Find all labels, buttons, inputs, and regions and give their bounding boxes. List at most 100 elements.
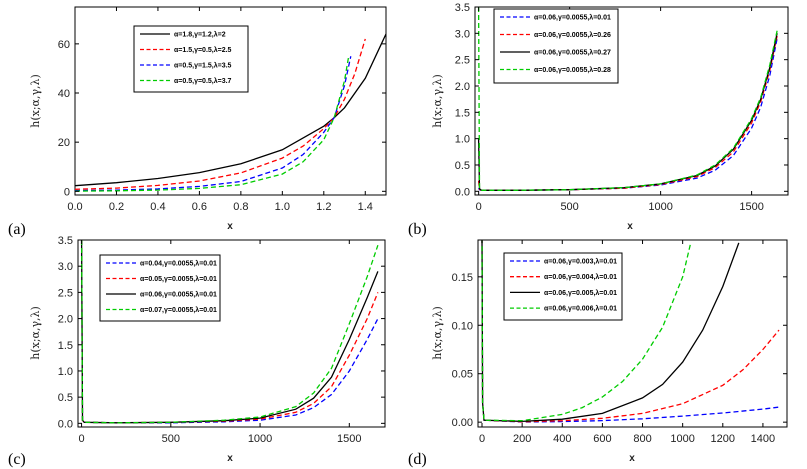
- legend-label-a-2: α=1.5,γ=0.5,λ=2.5: [174, 46, 232, 54]
- series-line-b-4: [477, 7, 778, 191]
- x-tick-label-a: 1.0: [275, 201, 290, 213]
- panel-label-c: (c): [8, 451, 26, 468]
- y-tick-label-b: 1.0: [455, 134, 470, 146]
- y-tick-label-a: 60: [58, 39, 70, 51]
- y-tick-label-b: 1.5: [455, 107, 470, 119]
- series-line-c-2: [80, 240, 379, 424]
- y-tick-label-b: 3.0: [455, 28, 470, 40]
- panel-c: 0 500 1000 1500 0.0 0.5 1.0 1.5 2.0 2.5 3.0 3.5 h(x…: [8, 235, 386, 468]
- series-line-a-2: [75, 38, 366, 190]
- y-tick-label-d: 0.05: [452, 369, 473, 381]
- y-tick-label-b: 2.5: [455, 55, 470, 67]
- x-tick-label-a: 0.2: [109, 201, 124, 213]
- legend-label-c-4: α=0.07,γ=0.0055,λ=0.01: [140, 306, 217, 314]
- y-tick-label-d: 0.10: [452, 320, 473, 332]
- legend-label-a-3: α=0.5,γ=1.5,λ=3.5: [174, 62, 232, 70]
- legend-label-d-1: α=0.06,γ=0.003,λ=0.01: [544, 258, 617, 266]
- series-line-c-1: [80, 240, 379, 424]
- x-tick-label-c: 500: [162, 433, 180, 445]
- ticks-a: 0.0 0.2 0.4 0.6 0.8 1.0 1.2 1.4 0 20 40 60: [58, 7, 386, 213]
- ylabel-d: h(x;α,γ,λ): [431, 306, 444, 360]
- curves-c: [80, 240, 379, 424]
- panel-label-b: (b): [408, 221, 427, 238]
- x-tick-label-b: 1500: [739, 201, 763, 213]
- panel-b: 0 500 1000 1500 0.0 0.5 1.0 1.5 2.0 2.5 3.0 3.5 h(x…: [408, 2, 789, 238]
- y-tick-label-b: 0.5: [455, 160, 470, 172]
- x-tick-label-a: 1.4: [358, 201, 373, 213]
- legend-label-b-1: α=0.06,γ=0.0055,λ=0.01: [534, 14, 611, 22]
- x-tick-label-d: 400: [553, 433, 571, 445]
- legend-label-d-3: α=0.06,γ=0.005,λ=0.01: [544, 289, 617, 297]
- series-line-a-1: [75, 33, 386, 187]
- y-tick-label-a: 40: [58, 88, 70, 100]
- legend-label-b-3: α=0.06,γ=0.0055,λ=0.27: [534, 49, 611, 57]
- legend-label-d-4: α=0.06,γ=0.006,λ=0.01: [544, 305, 617, 313]
- y-tick-label-a: 20: [58, 137, 70, 149]
- xlabel-b: x: [627, 221, 633, 232]
- ylabel-a: h(x;α,γ,λ): [29, 74, 42, 128]
- legend-label-a-1: α=1.8,γ=1.2,λ=2: [174, 31, 226, 39]
- legend-box-d: [503, 252, 623, 321]
- legend-label-c-2: α=0.05,γ=0.0055,λ=0.01: [140, 275, 217, 283]
- legend-a: α=1.8,γ=1.2,λ=2 α=1.5,γ=0.5,λ=2.5 α=0.5,γ=…: [133, 25, 249, 93]
- ticks-c: 0 500 1000 1500 0.0 0.5 1.0 1.5 2.0 2.5 3.0 3.5: [58, 235, 385, 445]
- series-line-a-4: [75, 56, 350, 192]
- x-tick-label-c: 1500: [337, 433, 361, 445]
- ylabel-c: h(x;α,γ,λ): [29, 306, 42, 360]
- x-tick-label-a: 0.4: [150, 201, 165, 213]
- y-tick-label-c: 0.0: [58, 418, 73, 430]
- legend-label-d-2: α=0.06,γ=0.004,λ=0.01: [544, 273, 617, 281]
- legend-c: α=0.04,γ=0.0055,λ=0.01 α=0.05,γ=0.0055,λ=…: [99, 254, 221, 322]
- y-tick-label-c: 2.5: [58, 287, 73, 299]
- x-tick-label-d: 1400: [751, 433, 775, 445]
- x-tick-label-b: 1000: [648, 201, 672, 213]
- series-line-c-4: [80, 240, 379, 424]
- y-tick-label-c: 2.0: [58, 314, 73, 326]
- xlabel-a: x: [227, 221, 233, 232]
- x-tick-label-d: 1000: [670, 433, 694, 445]
- y-tick-label-d: 0.15: [452, 272, 473, 284]
- legend-label-b-4: α=0.06,γ=0.0055,λ=0.28: [534, 66, 611, 74]
- legend-label-a-4: α=0.5,γ=0.5,λ=3.7: [174, 77, 232, 85]
- panel-d: 0 200 400 600 800 1000 1200 1400 0.00 0.05 0.10 0.1…: [408, 239, 788, 468]
- y-tick-label-b: 0.0: [455, 186, 470, 198]
- y-tick-label-c: 0.5: [58, 392, 73, 404]
- curves-b: [477, 7, 778, 191]
- legend-box-b: [493, 8, 619, 84]
- ticks-d: 0 200 400 600 800 1000 1200 1400 0.00 0.05 0.10 0.1…: [452, 240, 787, 445]
- series-line-d-4: [481, 240, 692, 422]
- x-tick-label-d: 0: [479, 433, 485, 445]
- curves-a: [75, 33, 386, 192]
- y-tick-label-d: 0.00: [452, 417, 473, 429]
- x-tick-label-d: 1200: [711, 433, 735, 445]
- x-tick-label-a: 1.2: [316, 201, 331, 213]
- xlabel-d: x: [629, 453, 635, 464]
- legend-label-c-1: α=0.04,γ=0.0055,λ=0.01: [140, 260, 217, 268]
- x-tick-label-d: 600: [593, 433, 611, 445]
- series-line-c-3: [80, 240, 379, 424]
- legend-label-c-3: α=0.06,γ=0.0055,λ=0.01: [140, 291, 217, 299]
- panel-a: 0.0 0.2 0.4 0.6 0.8 1.0 1.2 1.4 0 20 40 60 h(x;α,γ,…: [8, 6, 387, 238]
- ticks-b: 0 500 1000 1500 0.0 0.5 1.0 1.5 2.0 2.5 3.0 3.5: [455, 2, 788, 213]
- y-tick-label-c: 1.5: [58, 340, 73, 352]
- legend-label-b-2: α=0.06,γ=0.0055,λ=0.26: [534, 31, 611, 39]
- y-tick-label-b: 2.0: [455, 81, 470, 93]
- y-tick-label-c: 3.0: [58, 261, 73, 273]
- legend-d: α=0.06,γ=0.003,λ=0.01 α=0.06,γ=0.004,λ=0.…: [503, 252, 623, 321]
- y-tick-label-b: 3.5: [455, 2, 470, 14]
- curves-d: [481, 240, 780, 423]
- panel-label-d: (d): [408, 451, 427, 468]
- legend-b: α=0.06,γ=0.0055,λ=0.01 α=0.06,γ=0.0055,λ=…: [493, 8, 619, 84]
- ylabel-b: h(x;α,γ,λ): [431, 74, 444, 128]
- series-line-a-3: [75, 56, 352, 192]
- x-tick-label-b: 0: [476, 201, 482, 213]
- y-tick-label-c: 1.0: [58, 366, 73, 378]
- x-tick-label-c: 1000: [248, 433, 272, 445]
- y-tick-label-c: 3.5: [58, 235, 73, 247]
- x-tick-label-d: 200: [513, 433, 531, 445]
- xlabel-c: x: [227, 453, 233, 464]
- x-tick-label-b: 500: [560, 201, 578, 213]
- x-tick-label-a: 0.8: [233, 201, 248, 213]
- panel-label-a: (a): [8, 221, 26, 238]
